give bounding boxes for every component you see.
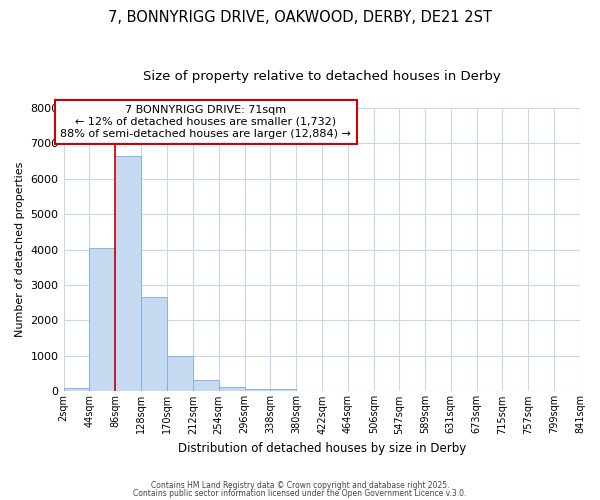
Text: Contains public sector information licensed under the Open Government Licence v.: Contains public sector information licen… bbox=[133, 488, 467, 498]
Bar bbox=[89, 248, 115, 392]
Bar bbox=[193, 380, 218, 392]
Y-axis label: Number of detached properties: Number of detached properties bbox=[15, 162, 25, 338]
Title: Size of property relative to detached houses in Derby: Size of property relative to detached ho… bbox=[143, 70, 500, 83]
Text: Contains HM Land Registry data © Crown copyright and database right 2025.: Contains HM Land Registry data © Crown c… bbox=[151, 481, 449, 490]
Bar bbox=[245, 388, 271, 392]
Bar bbox=[64, 388, 89, 392]
Bar bbox=[218, 387, 245, 392]
X-axis label: Distribution of detached houses by size in Derby: Distribution of detached houses by size … bbox=[178, 442, 466, 455]
Bar bbox=[115, 156, 141, 392]
Bar bbox=[141, 298, 167, 392]
Text: 7, BONNYRIGG DRIVE, OAKWOOD, DERBY, DE21 2ST: 7, BONNYRIGG DRIVE, OAKWOOD, DERBY, DE21… bbox=[108, 10, 492, 25]
Text: 7 BONNYRIGG DRIVE: 71sqm
← 12% of detached houses are smaller (1,732)
88% of sem: 7 BONNYRIGG DRIVE: 71sqm ← 12% of detach… bbox=[60, 106, 351, 138]
Bar bbox=[167, 356, 193, 392]
Bar bbox=[271, 388, 296, 392]
